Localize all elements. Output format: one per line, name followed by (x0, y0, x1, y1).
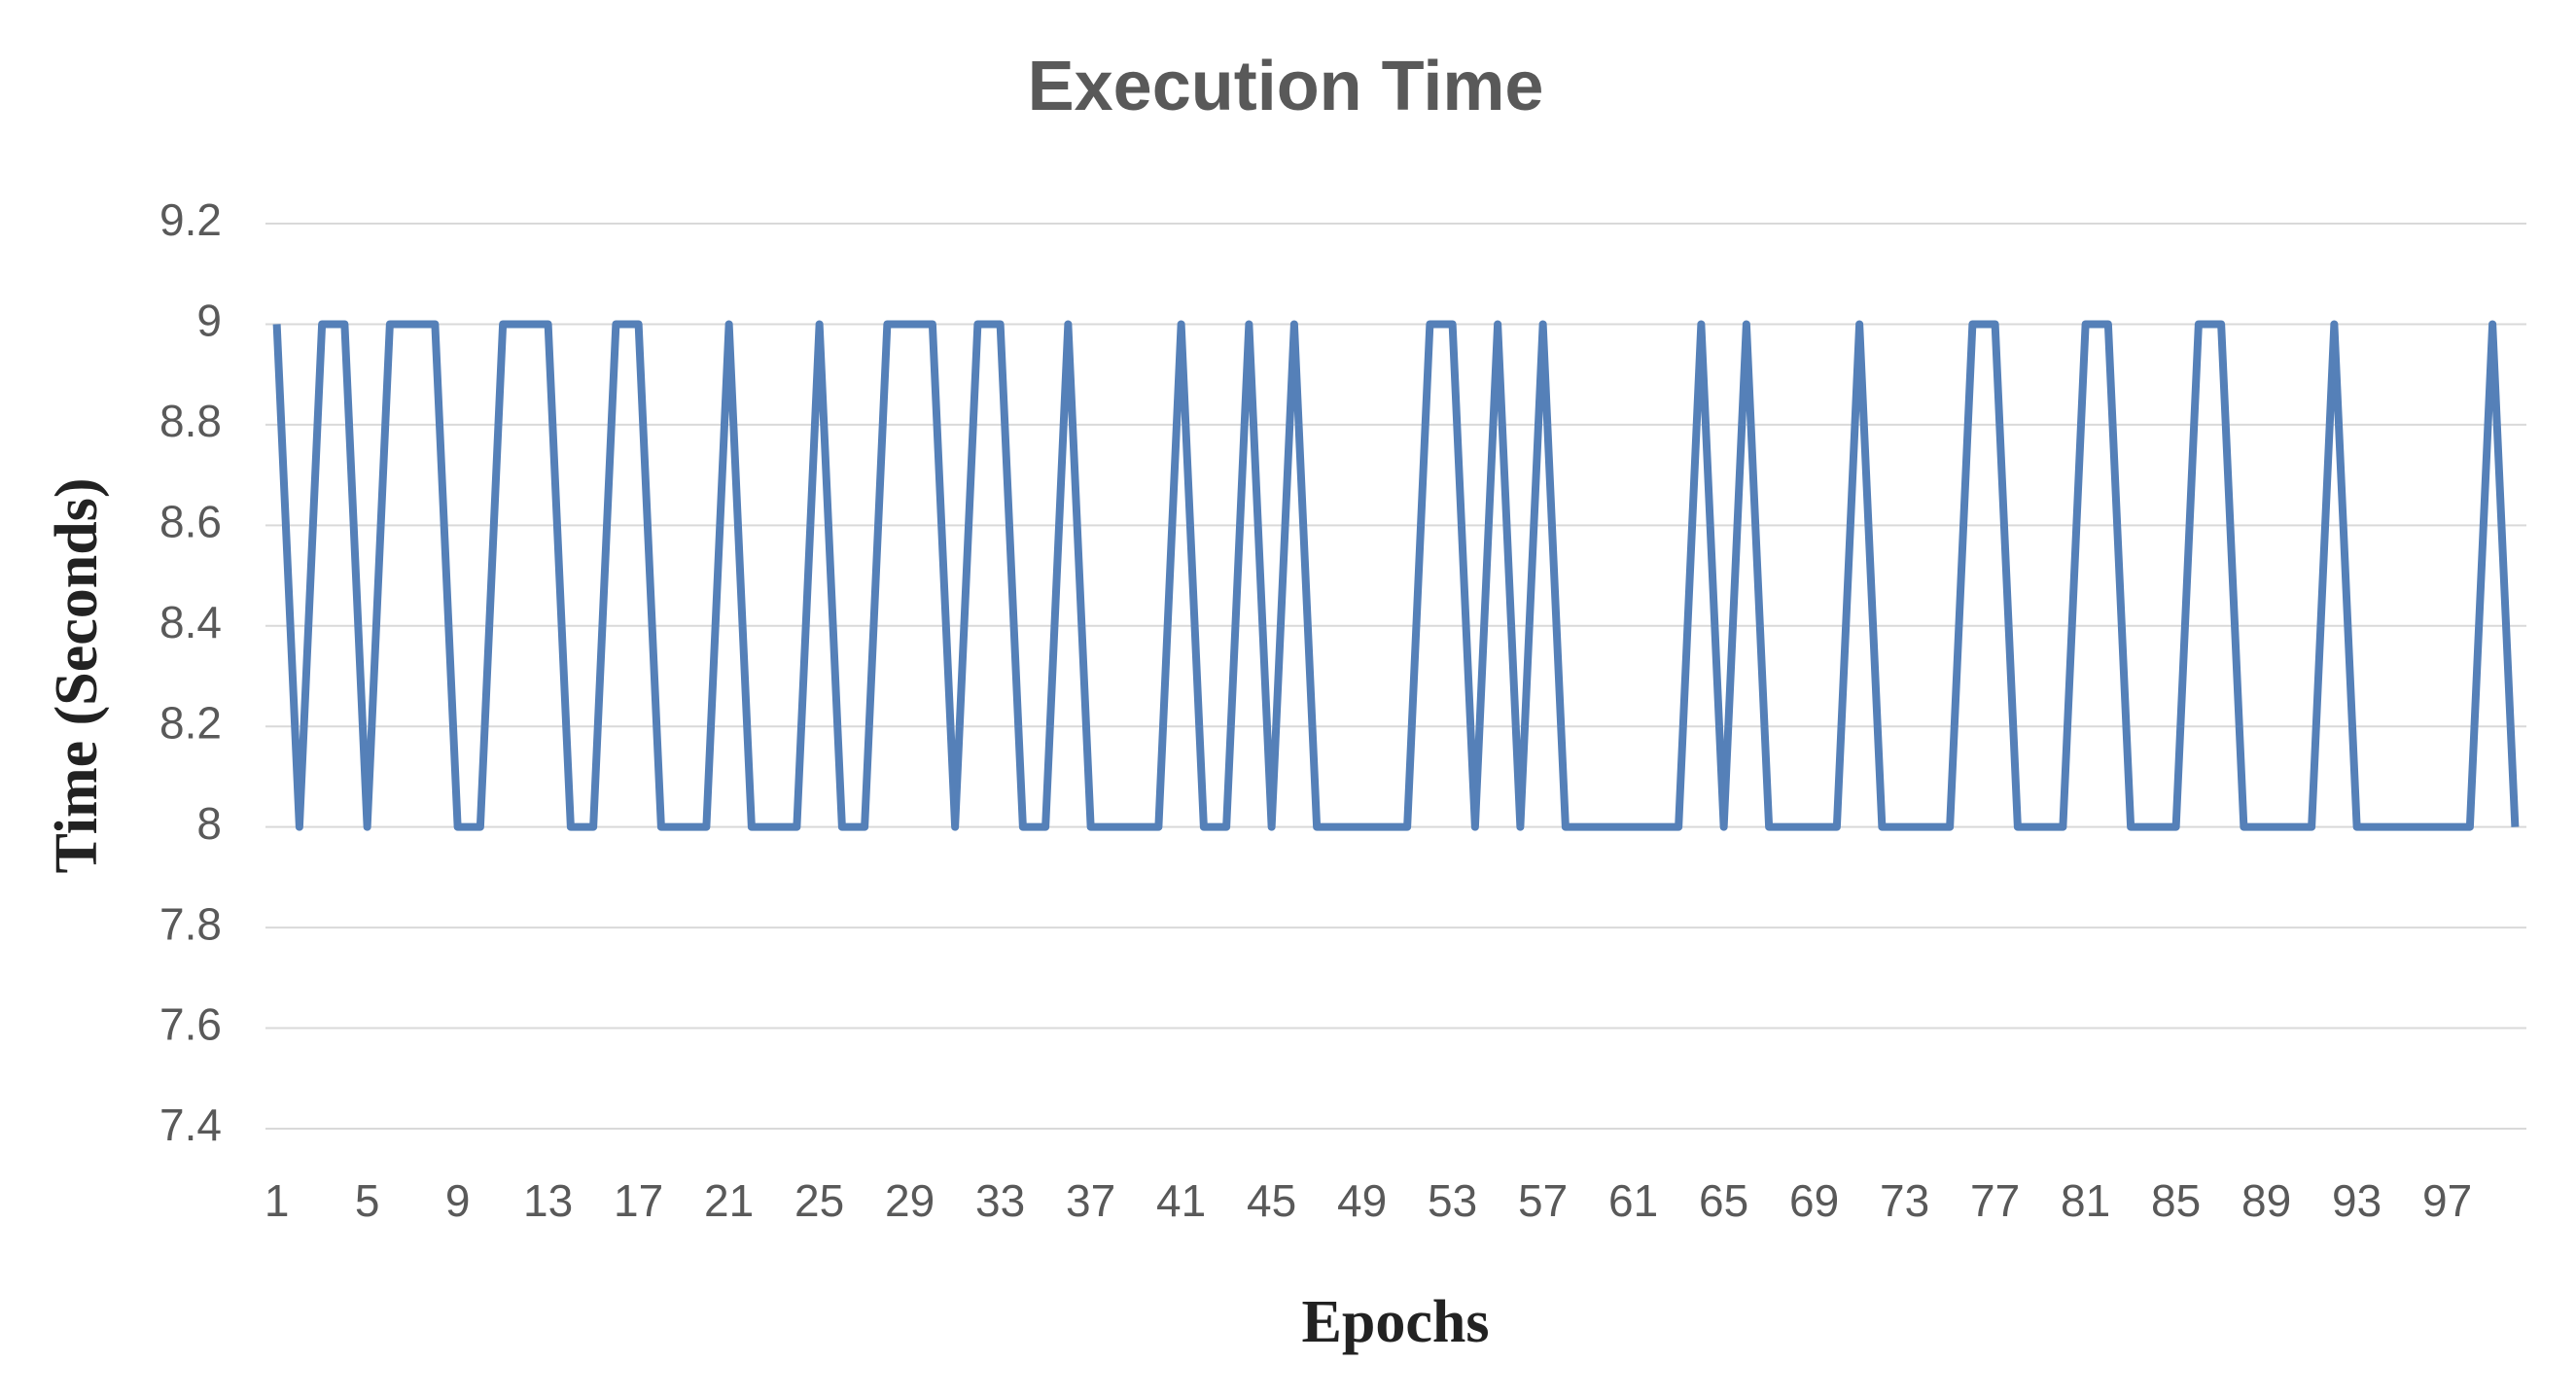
y-tick-label: 8.6 (159, 496, 222, 546)
x-tick-label: 45 (1247, 1175, 1296, 1226)
x-tick-label: 65 (1699, 1175, 1748, 1226)
y-tick-label: 8.8 (159, 396, 222, 446)
x-tick-label: 57 (1518, 1175, 1568, 1226)
chart-title: Execution Time (1028, 48, 1544, 125)
x-tick-label: 81 (2061, 1175, 2110, 1226)
y-tick-label: 8.4 (159, 597, 222, 647)
x-tick-label: 17 (614, 1175, 663, 1226)
x-tick-label: 41 (1156, 1175, 1206, 1226)
x-tick-label: 9 (445, 1175, 471, 1226)
x-tick-label: 69 (1789, 1175, 1839, 1226)
x-tick-label: 97 (2422, 1175, 2472, 1226)
x-tick-label: 29 (885, 1175, 935, 1226)
x-tick-label: 25 (794, 1175, 844, 1226)
y-tick-label: 8.2 (159, 697, 222, 748)
y-tick-label: 9 (196, 296, 222, 346)
x-tick-label: 21 (704, 1175, 754, 1226)
x-tick-label: 5 (355, 1175, 380, 1226)
x-tick-label: 73 (1880, 1175, 1929, 1226)
x-tick-label: 93 (2332, 1175, 2382, 1226)
x-tick-label: 53 (1428, 1175, 1477, 1226)
y-tick-label: 8 (196, 798, 222, 849)
x-tick-label: 33 (975, 1175, 1025, 1226)
data-line (272, 320, 2520, 831)
y-tick-label: 7.8 (159, 898, 222, 949)
x-tick-label: 49 (1337, 1175, 1387, 1226)
x-tick-label: 77 (1970, 1175, 2020, 1226)
y-tick-label: 9.2 (159, 194, 222, 245)
x-tick-label: 37 (1066, 1175, 1115, 1226)
x-tick-label: 61 (1608, 1175, 1658, 1226)
x-axis-title: Epochs (1302, 1289, 1490, 1355)
x-tick-label: 89 (2241, 1175, 2291, 1226)
x-tick-label: 13 (523, 1175, 573, 1226)
y-axis-title: Time (Seconds) (44, 477, 110, 873)
x-tick-label: 85 (2151, 1175, 2201, 1226)
x-tick-label: 1 (265, 1175, 290, 1226)
y-tick-label: 7.4 (159, 1100, 222, 1150)
y-tick-label: 7.6 (159, 999, 222, 1050)
